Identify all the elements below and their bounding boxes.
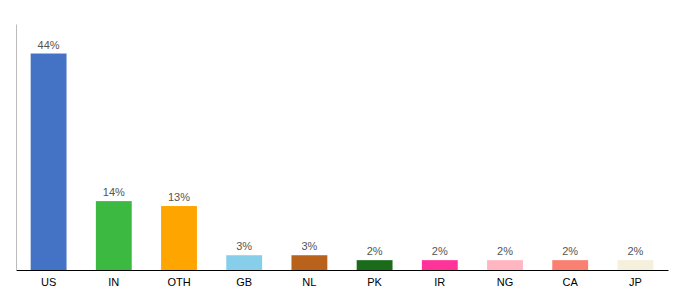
y-axis-line bbox=[16, 25, 17, 271]
bar bbox=[291, 255, 327, 270]
data-label: 2% bbox=[497, 245, 513, 257]
x-tick: JP bbox=[629, 276, 642, 288]
data-label: 3% bbox=[301, 240, 317, 252]
bar bbox=[487, 260, 523, 270]
data-labels: 44% 14% 13% 3% 3% 2% 2% 2% 2% 2% bbox=[38, 39, 644, 258]
data-label: 2% bbox=[367, 245, 383, 257]
x-tick-label: NG bbox=[497, 276, 514, 288]
data-label: 3% bbox=[236, 240, 252, 252]
x-tick: NG bbox=[497, 276, 514, 288]
data-label: 14% bbox=[103, 186, 125, 198]
data-label: 2% bbox=[562, 245, 578, 257]
plot: 44% 14% 13% 3% 3% 2% 2% 2% 2% 2% US IN OTH GB NL PK IR NG… bbox=[17, 25, 669, 288]
x-tick: US bbox=[41, 276, 56, 288]
x-tick: IN bbox=[108, 276, 119, 288]
bar bbox=[31, 54, 67, 270]
x-axis: US IN OTH GB NL PK IR NG CA JP bbox=[17, 271, 669, 288]
x-tick: GB bbox=[236, 276, 252, 288]
data-label: 13% bbox=[168, 191, 190, 203]
x-tick: NL bbox=[302, 276, 316, 288]
x-tick-label: CA bbox=[563, 276, 579, 288]
x-tick: PK bbox=[367, 276, 382, 288]
x-tick-label: GB bbox=[236, 276, 252, 288]
x-tick-label: OTH bbox=[167, 276, 190, 288]
x-tick-label: IN bbox=[108, 276, 119, 288]
bar bbox=[161, 206, 197, 270]
x-axis-line bbox=[17, 270, 669, 271]
bar bbox=[552, 260, 588, 270]
data-label: 2% bbox=[627, 245, 643, 257]
x-tick: OTH bbox=[167, 276, 190, 288]
x-tick-label: US bbox=[41, 276, 56, 288]
x-tick: CA bbox=[563, 276, 579, 288]
bar bbox=[422, 260, 458, 270]
data-label: 44% bbox=[38, 39, 60, 51]
bar bbox=[226, 255, 262, 270]
x-tick-label: IR bbox=[434, 276, 445, 288]
x-tick-label: NL bbox=[302, 276, 316, 288]
x-tick-label: JP bbox=[629, 276, 642, 288]
data-label: 2% bbox=[432, 245, 448, 257]
chart: 44% 14% 13% 3% 3% 2% 2% 2% 2% 2% US IN OTH GB NL PK IR NG… bbox=[0, 0, 680, 300]
x-tick: IR bbox=[434, 276, 445, 288]
bar bbox=[96, 201, 132, 270]
bar bbox=[357, 260, 393, 270]
y-axis bbox=[16, 25, 17, 271]
x-tick-label: PK bbox=[367, 276, 382, 288]
bar bbox=[617, 260, 653, 270]
bars bbox=[31, 54, 654, 270]
